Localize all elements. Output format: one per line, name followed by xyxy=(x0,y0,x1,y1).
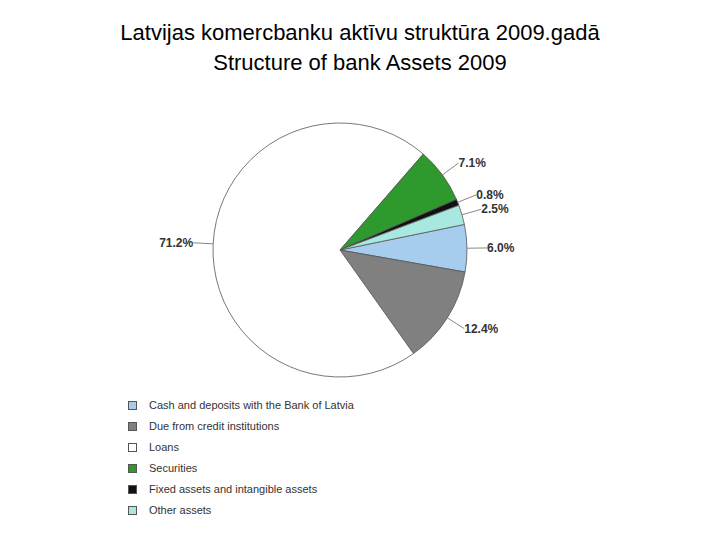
svg-text:12.4%: 12.4% xyxy=(464,322,498,336)
html-text:Securities: Securities xyxy=(149,462,198,474)
html-text:Structure of bank Assets 2009: Structure of bank Assets 2009 xyxy=(213,50,507,75)
svg-text:7.1%: 7.1% xyxy=(459,156,487,170)
html-text:Other assets: Other assets xyxy=(149,504,212,516)
html-text:Due from credit institutions: Due from credit institutions xyxy=(149,420,280,432)
html-text:Cash and deposits with the Ban: Cash and deposits with the Bank of Latvi… xyxy=(149,399,354,411)
svg-text:71.2%: 71.2% xyxy=(159,236,193,250)
svg-text:0.8%: 0.8% xyxy=(476,188,504,202)
html-text:Fixed assets and intangible as: Fixed assets and intangible assets xyxy=(149,483,318,495)
html-text:Loans: Loans xyxy=(149,441,179,453)
svg-text:2.5%: 2.5% xyxy=(481,202,509,216)
html-text:Latvijas komercbanku aktīvu st: Latvijas komercbanku aktīvu struktūra 20… xyxy=(120,20,600,45)
svg-text:6.0%: 6.0% xyxy=(487,241,515,255)
